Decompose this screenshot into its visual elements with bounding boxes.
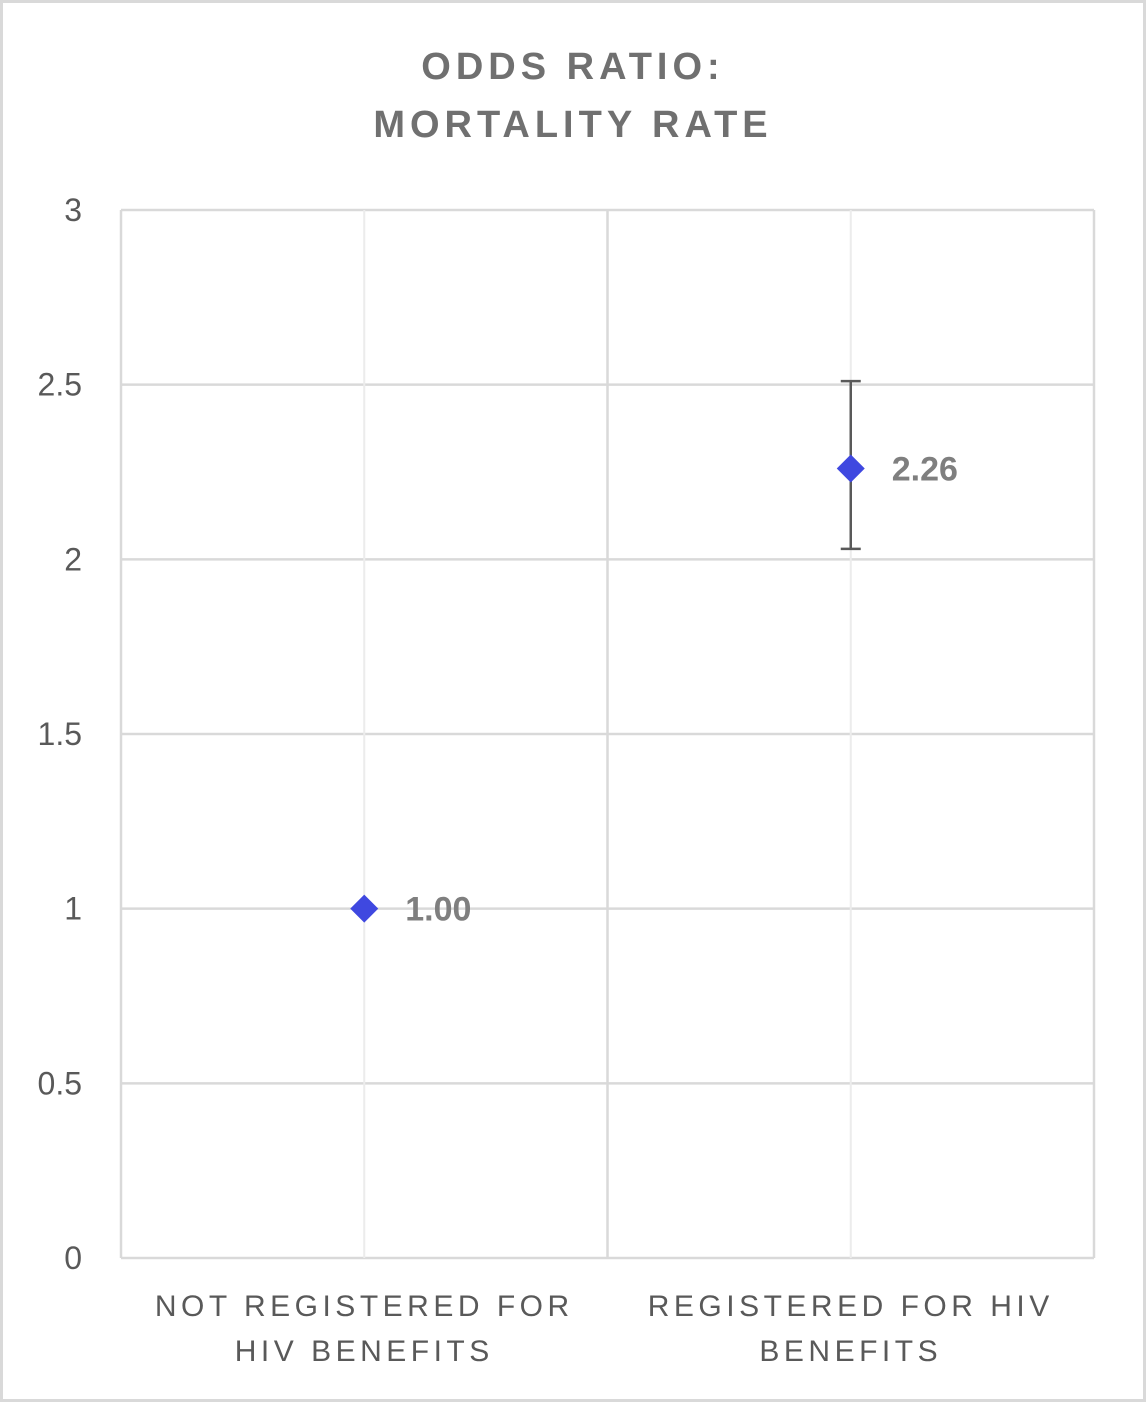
data-point-diamond	[350, 894, 379, 923]
y-axis-tick-labels: 0 0.5 1 1.5 2 2.5 3	[38, 192, 82, 1276]
chart-title-line-2: MORTALITY RATE	[373, 104, 773, 146]
y-tick-label: 1.5	[38, 716, 82, 752]
data-label: 1.00	[405, 891, 471, 929]
data-point-diamond	[836, 454, 865, 483]
y-tick-label: 1	[64, 891, 82, 927]
y-tick-label: 2	[64, 541, 82, 577]
chart-title-line-1: ODDS RATIO:	[421, 46, 725, 88]
data-labels: 1.00 2.26	[405, 451, 958, 929]
gridlines	[119, 208, 1096, 1260]
data-markers	[350, 454, 865, 923]
x-category-label: HIV BENEFITS	[235, 1335, 494, 1368]
y-tick-label: 0.5	[38, 1065, 82, 1101]
chart-title: ODDS RATIO: MORTALITY RATE	[0, 38, 1146, 154]
data-label: 2.26	[892, 451, 958, 489]
x-category-label: BENEFITS	[759, 1335, 942, 1368]
x-axis-category-labels: NOT REGISTERED FOR HIV BENEFITS REGISTERED…	[155, 1290, 1054, 1368]
x-category-label: REGISTERED FOR HIV	[648, 1290, 1054, 1323]
x-category-label: NOT REGISTERED FOR	[155, 1290, 574, 1323]
y-tick-label: 3	[64, 192, 82, 228]
y-tick-label: 2.5	[38, 367, 82, 403]
y-tick-label: 0	[64, 1240, 82, 1276]
